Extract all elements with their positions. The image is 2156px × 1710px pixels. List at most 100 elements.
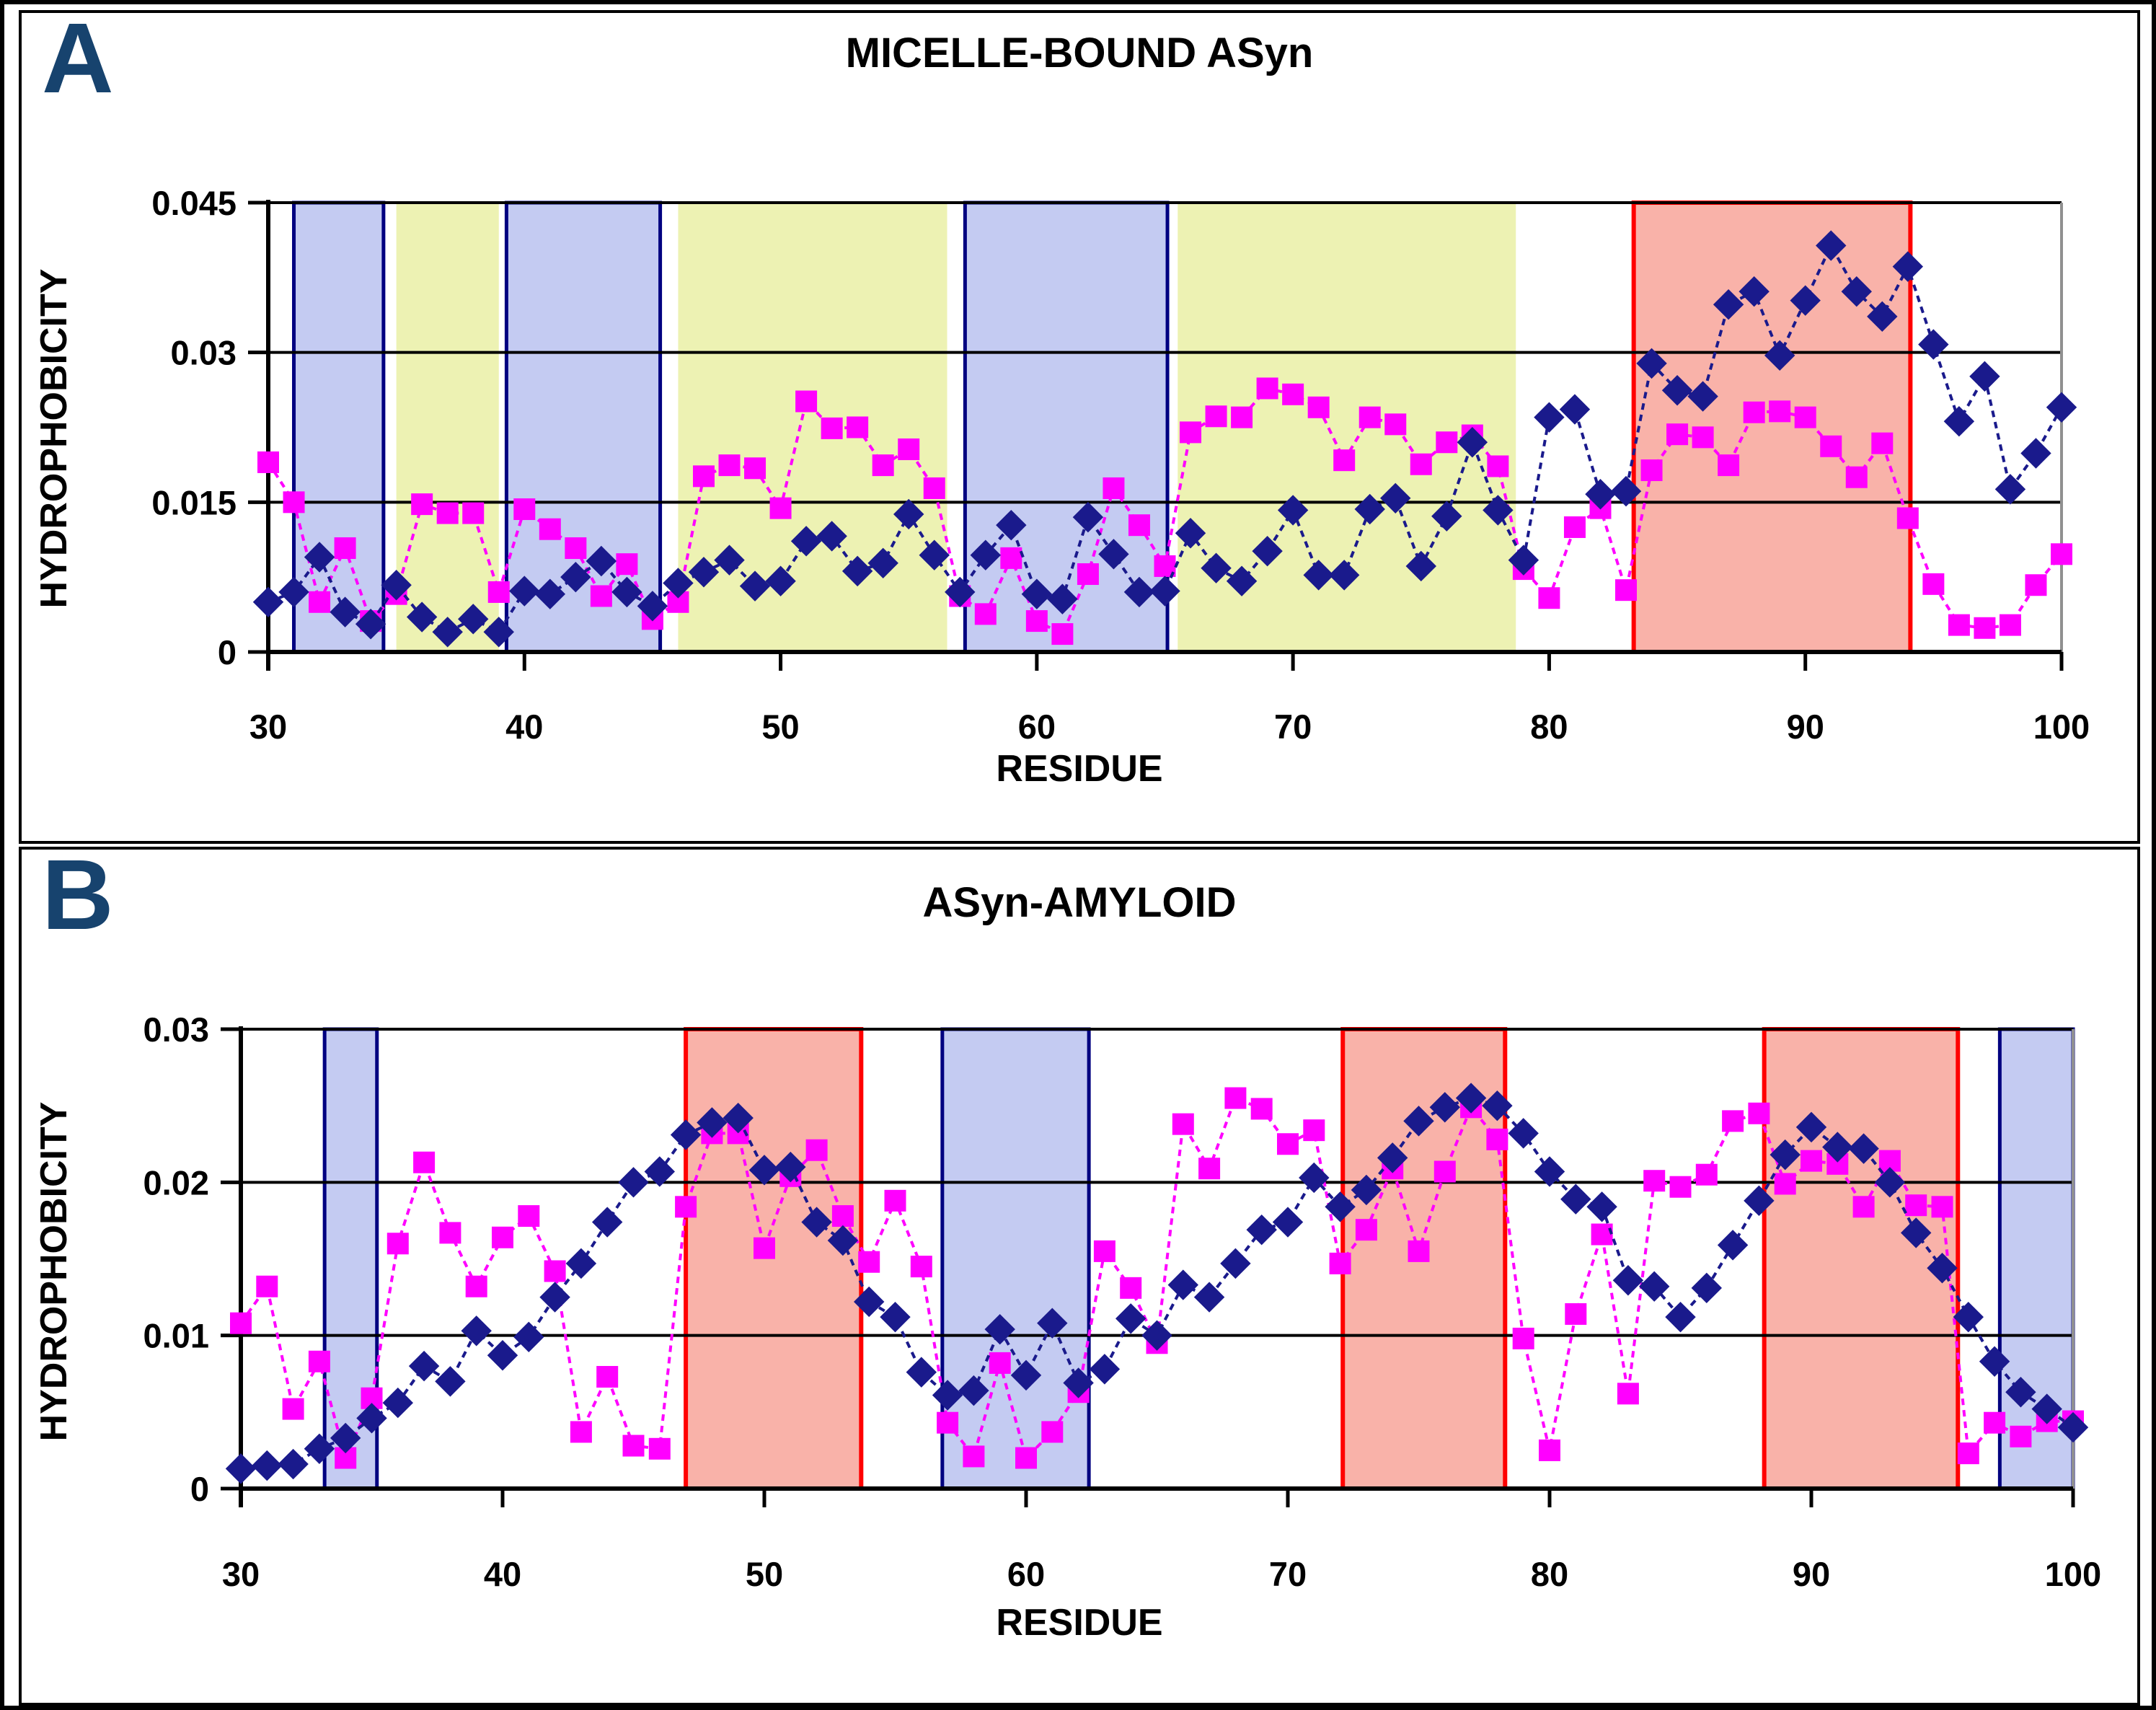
square-marker (1643, 1170, 1666, 1192)
diamond-marker (1047, 583, 1078, 614)
diamond-marker (513, 1321, 544, 1353)
square-marker (570, 1421, 592, 1443)
x-tick-label: 60 (1018, 708, 1056, 746)
square-marker (821, 417, 843, 439)
diamond-marker (1586, 1191, 1617, 1222)
diamond-marker (1201, 552, 1232, 583)
diamond-marker (591, 1207, 623, 1238)
square-marker (1692, 426, 1714, 449)
square-marker (1041, 1421, 1064, 1443)
square-marker (1282, 383, 1304, 405)
diamond-marker (252, 586, 284, 617)
square-marker (616, 553, 638, 576)
square-marker (334, 537, 356, 560)
square-marker (1172, 1113, 1194, 1135)
square-marker (1384, 413, 1407, 436)
square-marker (744, 457, 766, 480)
square-marker (718, 454, 741, 477)
square-marker (309, 591, 331, 613)
square-marker (2051, 543, 2072, 565)
square-marker (1617, 1383, 1639, 1405)
square-marker (1307, 396, 1330, 418)
diamond-marker (1354, 493, 1385, 525)
diamond-marker (932, 1380, 963, 1411)
square-marker (1333, 449, 1356, 472)
square-marker (1103, 477, 1125, 499)
square-marker (487, 581, 510, 603)
square-marker (308, 1350, 330, 1372)
square-marker (1896, 507, 1919, 529)
x-tick-label: 60 (1007, 1555, 1045, 1593)
square-marker (937, 1411, 959, 1434)
square-marker (1358, 406, 1381, 428)
diamond-marker (2020, 438, 2051, 469)
square-marker (282, 1398, 304, 1420)
square-marker (230, 1312, 252, 1334)
square-marker (622, 1434, 645, 1457)
square-marker (884, 1189, 906, 1212)
diamond-marker (1252, 535, 1283, 567)
square-marker (436, 502, 459, 524)
diamond-marker (1021, 578, 1053, 609)
diamond-marker (1141, 1320, 1172, 1351)
diamond-marker (893, 498, 924, 530)
square-marker (1743, 401, 1765, 423)
square-marker (1801, 1150, 1822, 1172)
square-marker (675, 1196, 697, 1218)
diamond-marker (1115, 1303, 1147, 1334)
diamond-marker (1918, 329, 1949, 360)
square-marker (1999, 614, 2021, 636)
square-marker (1051, 623, 1074, 645)
diamond-marker (408, 1350, 440, 1382)
diamond-marker (1351, 1174, 1382, 1206)
panel-b-title: ASyn-AMYLOID (922, 879, 1237, 926)
square-marker (805, 1139, 828, 1161)
square-marker (492, 1226, 513, 1248)
diamond-marker (435, 1366, 466, 1397)
square-marker (1303, 1119, 1325, 1142)
square-marker (769, 497, 792, 519)
panel-b-chart-canvas: 0.03 0.02 0.01 0 30 40 50 60 70 80 90 100 (143, 1010, 2102, 1593)
square-marker (1563, 516, 1586, 538)
square-marker (1015, 1447, 1037, 1469)
square-marker (1957, 1442, 1979, 1465)
diamond-marker (1483, 495, 1514, 526)
diamond-marker (1226, 565, 1258, 596)
square-marker (1277, 1133, 1299, 1155)
square-marker (692, 465, 715, 488)
square-marker (1591, 1223, 1613, 1246)
region-band-yellow (678, 203, 947, 652)
square-marker (1000, 547, 1022, 569)
square-marker (539, 518, 561, 540)
square-marker (1093, 1240, 1115, 1262)
diamond-marker (1072, 501, 1104, 533)
diamond-marker (1405, 550, 1436, 582)
square-marker (1486, 1128, 1508, 1150)
x-tick-label: 90 (1793, 1555, 1830, 1593)
square-marker (544, 1260, 566, 1282)
square-marker (2010, 1425, 2032, 1447)
square-marker (1794, 406, 1816, 428)
diamond-marker (816, 521, 847, 552)
square-marker (596, 1365, 619, 1388)
panel-a: A MICELLE-BOUND ASyn HYDROPHOBICITY 0.04… (19, 4, 2140, 844)
square-marker (1487, 455, 1509, 477)
square-marker (847, 416, 869, 438)
square-marker (1695, 1163, 1718, 1186)
diamond-marker (1246, 1214, 1277, 1246)
x-tick-label: 40 (505, 708, 543, 746)
y-tick-label: 0.02 (143, 1163, 209, 1202)
square-marker (754, 1237, 775, 1259)
square-marker (439, 1222, 461, 1244)
diamond-marker (739, 570, 771, 601)
square-marker (462, 502, 485, 524)
x-tick-label: 70 (1274, 708, 1312, 746)
diamond-marker (1455, 1083, 1487, 1114)
diamond-marker (565, 1248, 597, 1279)
diamond-marker (1943, 405, 1975, 437)
y-tick-label: 0.03 (171, 334, 237, 372)
region-band-yellow (396, 203, 499, 652)
diamond-marker (1457, 427, 1488, 458)
diamond-marker (1534, 402, 1565, 433)
square-marker (257, 451, 279, 473)
